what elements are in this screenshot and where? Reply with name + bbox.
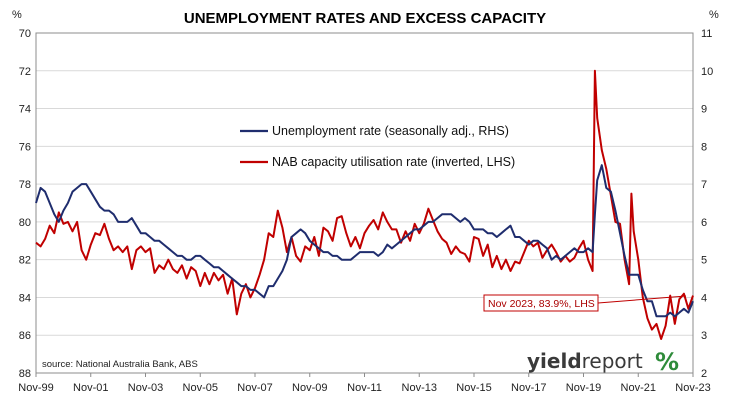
annotation-text: Nov 2023, 83.9%, LHS <box>488 298 595 310</box>
series-line-unemployment <box>35 164 694 318</box>
annotation-leader <box>597 295 687 304</box>
annotation: Nov 2023, 83.9%, LHS <box>483 294 687 312</box>
series-line-capacity <box>35 69 694 340</box>
x-tick-label: Nov-19 <box>566 382 601 394</box>
legend-label-capacity: NAB capacity utilisation rate (inverted,… <box>272 155 515 169</box>
left-tick-label: 82 <box>19 255 31 267</box>
gridlines <box>36 70 693 336</box>
right-tick-label: 9 <box>701 104 707 116</box>
right-tick-label: 8 <box>701 141 707 153</box>
right-axis-ticks: 2 3 4 5 6 7 8 9 10 11 <box>701 28 713 380</box>
left-tick-label: 84 <box>19 292 31 304</box>
x-tick-label: Nov-13 <box>402 382 437 394</box>
brand-percent-icon: % <box>655 348 679 376</box>
left-tick-label: 86 <box>19 330 31 342</box>
right-tick-label: 10 <box>701 66 713 78</box>
legend: Unemployment rate (seasonally adj., RHS)… <box>240 124 515 169</box>
x-tick-label: Nov-23 <box>675 382 710 394</box>
x-tick-label: Nov-05 <box>183 382 218 394</box>
left-tick-label: 74 <box>19 104 31 116</box>
x-tick-label: Nov-03 <box>128 382 163 394</box>
right-tick-label: 6 <box>701 217 707 229</box>
right-tick-label: 3 <box>701 330 707 342</box>
legend-label-unemployment: Unemployment rate (seasonally adj., RHS) <box>272 124 509 138</box>
right-tick-label: 7 <box>701 179 707 191</box>
source-note: source: National Australia Bank, ABS <box>42 359 198 370</box>
left-tick-label: 78 <box>19 179 31 191</box>
right-tick-label: 2 <box>701 368 707 380</box>
left-axis-ticks: 70 72 74 76 78 80 82 84 86 88 <box>19 28 31 380</box>
brand-wordmark: yieldreport <box>527 349 643 373</box>
brand-logo: yieldreport % <box>527 348 679 376</box>
right-tick-label: 11 <box>701 28 712 40</box>
left-tick-label: 70 <box>19 28 31 40</box>
brand-suffix: report <box>582 349 643 373</box>
x-tick-label: Nov-11 <box>347 382 382 394</box>
left-tick-label: 76 <box>19 141 31 153</box>
x-tick-label: Nov-01 <box>73 382 108 394</box>
right-tick-label: 4 <box>701 292 707 304</box>
x-tick-label: Nov-17 <box>511 382 546 394</box>
x-tick-label: Nov-15 <box>456 382 491 394</box>
x-tick-label: Nov-99 <box>18 382 53 394</box>
x-tick-label: Nov-07 <box>237 382 272 394</box>
chart-title: UNEMPLOYMENT RATES AND EXCESS CAPACITY <box>184 10 546 27</box>
right-axis-unit: % <box>709 9 719 21</box>
series-group <box>35 69 694 340</box>
left-axis-unit: % <box>12 9 22 21</box>
x-tick-label: Nov-09 <box>292 382 327 394</box>
brand-prefix: yield <box>527 349 582 373</box>
x-axis-ticks: Nov-99 Nov-01 Nov-03 Nov-05 Nov-07 Nov-09 Nov-… <box>18 373 711 394</box>
left-tick-label: 80 <box>19 217 31 229</box>
left-tick-label: 88 <box>19 368 31 380</box>
x-tick-label: Nov-21 <box>621 382 656 394</box>
right-tick-label: 5 <box>701 255 707 267</box>
left-tick-label: 72 <box>19 66 31 78</box>
